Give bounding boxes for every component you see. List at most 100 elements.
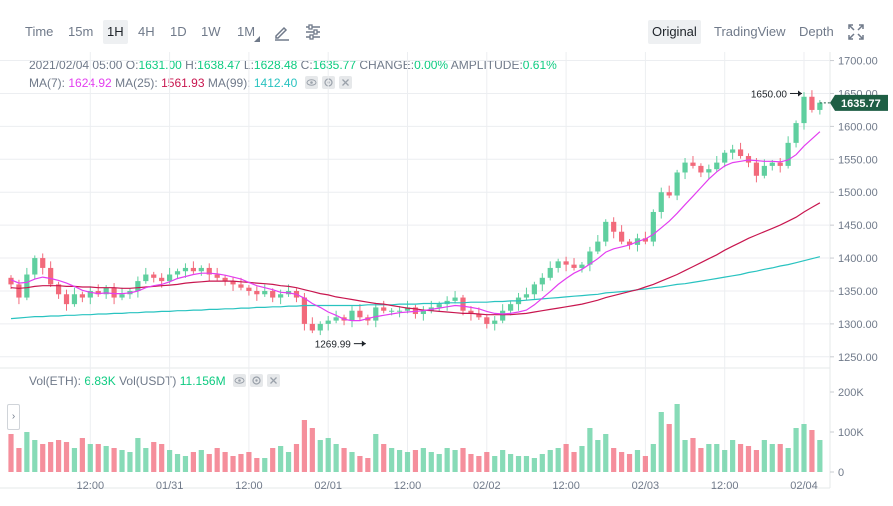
vol-close-icon[interactable] (266, 374, 280, 387)
volume-bar (492, 456, 498, 472)
volume-bar (48, 442, 54, 472)
candle-body (174, 271, 181, 275)
volume-bar (706, 444, 712, 472)
candle-body (436, 304, 442, 308)
volume-bar (24, 432, 30, 472)
change-label: CHANGE: (359, 58, 415, 72)
volume-bar (143, 448, 149, 472)
draw-pen-icon[interactable] (272, 22, 292, 42)
ma-close-icon[interactable] (338, 76, 352, 89)
volume-bar (404, 452, 411, 472)
ma7-line (10, 131, 821, 322)
candle-body (357, 310, 363, 318)
tf-1h[interactable]: 1H (103, 20, 128, 44)
volume-bar (198, 450, 204, 472)
expand-panel-icon[interactable]: › (7, 404, 20, 430)
volume-bar (381, 444, 387, 472)
volume-bar (547, 450, 553, 472)
candle-body (404, 307, 411, 311)
candle-body (611, 221, 617, 232)
volume-bar (682, 440, 688, 472)
price-tick-label: 1250.00 (838, 352, 878, 364)
candle-body (555, 261, 561, 268)
view-tradingview[interactable]: TradingView (714, 24, 786, 39)
volume-bar (436, 454, 442, 472)
candle-body (420, 310, 426, 315)
candle-body (761, 165, 767, 176)
volume-bar (737, 444, 744, 472)
view-depth[interactable]: Depth (799, 24, 834, 39)
volume-bar (658, 412, 664, 472)
volume-bar (167, 450, 173, 472)
volume-bar (365, 458, 371, 472)
candle-body (785, 142, 791, 166)
volume-bar (793, 428, 799, 472)
vol-settings-icon[interactable] (249, 374, 263, 387)
low-value: 1628.48 (253, 58, 298, 72)
change-value: 0.00% (414, 58, 449, 72)
candle-body (71, 294, 78, 305)
candle-body (809, 96, 815, 110)
ma-visibility-eye-icon[interactable] (304, 76, 318, 89)
price-tick-label: 1450.00 (838, 220, 878, 232)
volume-bar (769, 444, 775, 472)
volume-bar (555, 448, 561, 472)
volume-bar (254, 458, 260, 472)
high-label: H: (185, 58, 198, 72)
tf-1d[interactable]: 1D (170, 24, 187, 39)
candle-body (730, 149, 736, 153)
volume-tick-label: 0 (838, 467, 844, 479)
candle-body (531, 284, 537, 295)
candle-body (682, 162, 688, 173)
view-original[interactable]: Original (648, 20, 701, 44)
chart-toolbar: Time 15m 1H 4H 1D 1W 1M Original Trading… (0, 14, 893, 52)
candle-body (270, 290, 276, 298)
volume-bar (626, 454, 633, 472)
volume-bar (349, 452, 355, 472)
time-tick-label: 12:00 (235, 480, 263, 492)
tf-15m[interactable]: 15m (68, 24, 94, 39)
candle-body (698, 165, 704, 173)
tf-1m[interactable]: 1M (237, 24, 256, 39)
candle-body (111, 287, 117, 298)
volume-bar (523, 456, 530, 472)
volume-bar (722, 450, 728, 472)
candle-body (468, 310, 474, 315)
price-tick-label: 1600.00 (838, 121, 878, 133)
tf-1w[interactable]: 1W (201, 24, 221, 39)
candle-body (182, 267, 189, 272)
volume-bar (111, 448, 117, 472)
candle-body (40, 258, 46, 268)
volume-bar (650, 444, 656, 472)
volume-bar (301, 420, 308, 472)
candle-body (325, 320, 331, 324)
price-tick-label: 1350.00 (838, 286, 878, 298)
candle-body (563, 261, 569, 265)
volume-bar (484, 452, 490, 472)
last-price-tag (830, 94, 888, 111)
volume-bar (222, 452, 228, 472)
candle-body (396, 310, 403, 312)
indicator-settings-icon[interactable] (303, 22, 323, 42)
volume-bar (214, 448, 220, 472)
candle-body (222, 277, 228, 282)
volume-bar (507, 454, 514, 472)
vol-visibility-eye-icon[interactable] (232, 374, 246, 387)
candle-body (674, 172, 680, 196)
tf-4h[interactable]: 4H (138, 24, 155, 39)
candle-body (817, 102, 823, 110)
volume-bar (420, 448, 426, 472)
volume-bar (230, 456, 236, 472)
vol-usdt-label: Vol(USDT) (119, 374, 177, 388)
candle-body (658, 192, 664, 212)
candle-body (190, 267, 196, 272)
time-tick-label: 02/04 (790, 480, 818, 492)
volume-bar (325, 438, 331, 472)
open-label: O: (125, 58, 139, 72)
fullscreen-icon[interactable] (846, 22, 866, 42)
vol-eth-value: 6.83K (84, 374, 116, 388)
tf-time[interactable]: Time (25, 24, 54, 39)
candle-body (745, 156, 752, 163)
candle-body (8, 277, 14, 285)
